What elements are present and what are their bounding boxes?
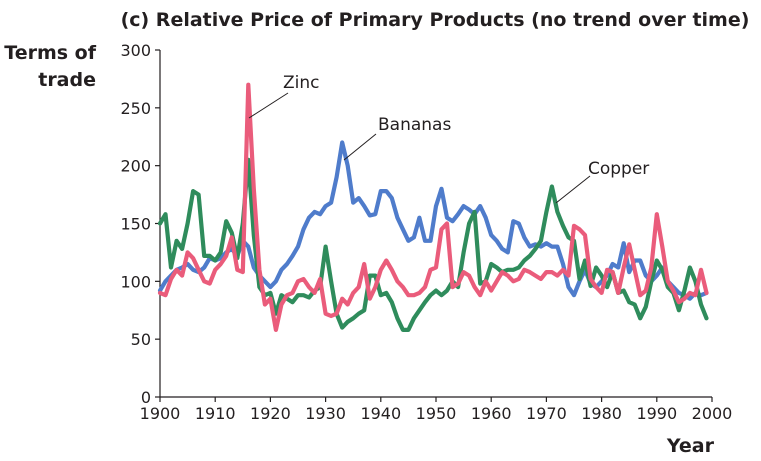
- y-tick-label: 200: [120, 157, 151, 176]
- x-tick-label: 1930: [305, 404, 346, 423]
- y-tick-label: 250: [120, 99, 151, 118]
- y-tick-label: 50: [131, 330, 151, 349]
- y-tick-label: 150: [120, 215, 151, 234]
- x-tick-label: 1910: [195, 404, 236, 423]
- series-line-zinc: [157, 82, 709, 332]
- leader-line-zinc: [248, 92, 289, 119]
- series-label-bananas: Bananas: [378, 115, 451, 135]
- y-tick-label: 0: [141, 388, 151, 407]
- series-label-zinc: Zinc: [283, 73, 320, 93]
- annotation-layer: Zinc Bananas Copper: [248, 73, 649, 204]
- y-tick-label: 300: [120, 41, 151, 60]
- leader-line-copper: [555, 175, 591, 204]
- axes: 0 50 100 150 200 250 300 1900 1910 1920 1930 1940 19…: [120, 41, 732, 423]
- y-tick-label: 100: [120, 272, 151, 291]
- x-tick-label: 1970: [526, 404, 567, 423]
- x-tick-label: 2000: [692, 404, 733, 423]
- series-layer: [157, 82, 709, 332]
- x-tick-label: 1990: [636, 404, 677, 423]
- x-tick-label: 1920: [250, 404, 291, 423]
- series-label-copper: Copper: [588, 159, 649, 179]
- x-tick-label: 1960: [471, 404, 512, 423]
- leader-line-bananas: [343, 133, 377, 161]
- chart-title: (c) Relative Price of Primary Products (…: [121, 9, 750, 31]
- y-axis-title-line-1: Terms of: [4, 42, 96, 64]
- series-line-bananas: [157, 140, 709, 301]
- y-axis-title-line-2: trade: [38, 69, 96, 91]
- x-tick-label: 1900: [140, 404, 181, 423]
- x-tick-label: 1940: [360, 404, 401, 423]
- x-tick-label: 1950: [416, 404, 457, 423]
- x-axis-title: Year: [666, 435, 715, 457]
- x-tick-label: 1980: [581, 404, 622, 423]
